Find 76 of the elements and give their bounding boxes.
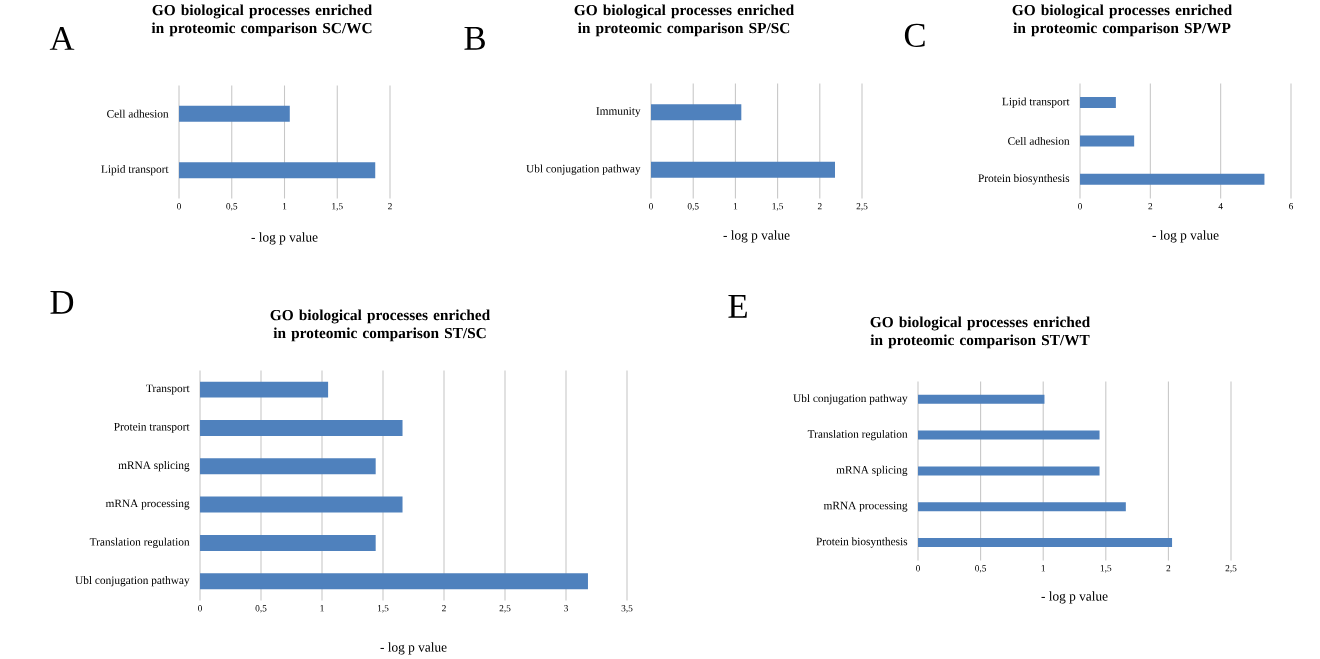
bar [200,573,588,590]
y-tick-label: Protein biosynthesis [816,537,908,548]
y-tick-label: mRNA splicing [118,461,190,472]
bar [1080,173,1265,185]
x-tick-label: 2,5 [856,203,868,211]
x-tick-label: 2 [817,203,822,210]
bar [918,394,1045,404]
bar [1080,97,1116,109]
y-tick-label: Cell adhesion [1008,136,1070,145]
text: C [904,23,925,48]
x-axis-title: - log p value [723,230,790,243]
x-tick-label: 6 [1289,203,1294,210]
chart-title: GO biological processes enriched in proteomic comparison SP/SC [574,4,794,37]
x-tick-label: 3 [564,605,568,612]
bar [918,466,1100,476]
x-tick-label: 0,5 [226,203,238,211]
y-tick-label: Immunity [596,107,641,118]
x-axis-title: - log p value [251,232,318,245]
chart-title: GO biological processes enriched in proteomic comparison SP/WP [1012,4,1232,37]
x-axis-title: - log p value [1041,591,1108,604]
bar [918,502,1126,512]
x-tick-label: 0 [916,565,920,572]
x-tick-label: 2 [1166,565,1171,572]
x-axis-title: - log p value [380,642,447,655]
y-tick-label: Ubl conjugation pathway [526,164,641,175]
x-tick-label: 1 [1041,565,1045,572]
x-tick-label: 3,5 [621,605,633,613]
y-tick-label: Lipid transport [101,165,169,176]
y-tick-label: Translation regulation [807,429,908,441]
chart-title: GO biological processes enriched in proteomic comparison ST/SC [270,309,490,342]
x-tick-label: 1 [733,203,738,210]
chart-title: GO biological processes enriched in proteomic comparison SC/WC [151,4,372,37]
x-tick-label: 0,5 [255,605,267,613]
x-tick-label: 1,5 [332,203,343,211]
x-axis-title: - log p value [1152,230,1219,243]
y-tick-label: Ubl conjugation pathway [793,394,908,405]
bar [200,458,376,475]
y-tick-label: Lipid transport [1002,97,1070,108]
bar [1080,135,1135,147]
bar [200,381,329,398]
x-tick-label: 1,5 [377,605,389,613]
y-tick-label: Cell adhesion [107,109,169,118]
x-tick-label: 1,5 [1100,565,1112,573]
x-tick-label: 0 [177,203,181,210]
x-tick-label: 2,5 [499,605,511,613]
x-tick-label: 1 [320,605,324,612]
bar [200,534,376,551]
x-tick-label: 0,5 [687,203,699,211]
y-tick-label: Protein transport [114,422,190,433]
y-tick-label: mRNA splicing [836,465,908,477]
x-tick-label: 2 [1148,203,1153,210]
x-tick-label: 0 [1078,203,1082,210]
x-tick-label: 1,5 [772,203,784,211]
x-tick-label: 2,5 [1225,565,1237,573]
y-tick-label: Transport [146,384,190,395]
text: B [464,27,485,50]
text: D [50,291,74,314]
x-tick-label: 2 [388,203,392,210]
x-tick-label: 4 [1218,203,1223,210]
x-tick-label: 0 [649,203,653,210]
chart-title: GO biological processes enriched in proteomic comparison ST/WT [870,316,1090,349]
bar [200,419,403,436]
x-tick-label: 0 [198,605,202,612]
y-tick-label: Translation regulation [89,537,190,549]
x-tick-label: 0,5 [975,565,987,573]
y-tick-label: mRNA processing [823,501,908,512]
text: E [728,295,747,318]
bar [200,496,403,513]
x-tick-label: 2 [442,605,446,612]
x-tick-label: 1 [282,203,287,210]
y-tick-label: Protein biosynthesis [978,174,1070,185]
bar [918,538,1173,548]
text: A [49,26,75,50]
bar [918,430,1100,440]
y-tick-label: mRNA processing [105,499,190,510]
y-tick-label: Ubl conjugation pathway [75,576,190,587]
